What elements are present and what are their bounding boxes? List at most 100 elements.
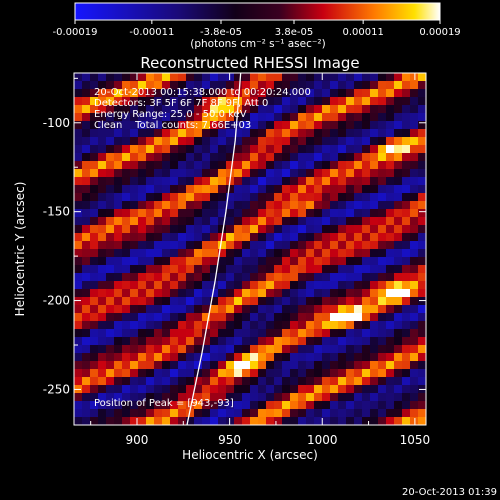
heatmap-cell xyxy=(362,305,371,314)
heatmap-cell xyxy=(210,313,219,322)
heatmap-cell xyxy=(418,345,426,354)
heatmap-cell xyxy=(170,337,179,346)
heatmap-cell xyxy=(138,89,147,98)
heatmap-cell xyxy=(210,289,219,298)
heatmap-cell xyxy=(82,185,91,194)
heatmap-cell xyxy=(186,145,195,154)
heatmap-cell xyxy=(282,273,291,282)
heatmap-cell xyxy=(154,353,163,362)
heatmap-cell xyxy=(338,249,347,258)
heatmap-cell xyxy=(282,233,291,242)
heatmap-cell xyxy=(138,385,147,394)
heatmap-cell xyxy=(378,169,387,178)
heatmap-cell xyxy=(114,417,123,425)
heatmap-cell xyxy=(338,73,347,82)
heatmap-cell xyxy=(218,329,227,338)
heatmap-cell xyxy=(298,201,307,210)
heatmap-cell xyxy=(402,353,411,362)
heatmap-cell xyxy=(338,289,347,298)
heatmap-cell xyxy=(130,417,139,425)
heatmap-cell xyxy=(210,193,219,202)
heatmap-cell xyxy=(298,337,307,346)
heatmap-cell xyxy=(322,233,331,242)
heatmap-cell xyxy=(186,385,195,394)
heatmap-cell xyxy=(314,305,323,314)
heatmap-cell xyxy=(122,241,131,250)
heatmap-cell xyxy=(330,249,339,258)
heatmap-cell xyxy=(258,233,267,242)
heatmap-cell xyxy=(362,89,371,98)
heatmap-cell xyxy=(218,265,227,274)
heatmap-cell xyxy=(362,409,371,418)
heatmap-cell xyxy=(418,417,426,425)
heatmap-cell xyxy=(130,129,139,138)
heatmap-cell xyxy=(362,201,371,210)
heatmap-cell xyxy=(90,377,99,386)
heatmap-cell xyxy=(106,97,115,106)
heatmap-cell xyxy=(170,385,179,394)
heatmap-cell xyxy=(98,137,107,146)
heatmap-cell xyxy=(314,217,323,226)
heatmap-cell xyxy=(354,81,363,90)
heatmap-cell xyxy=(258,161,267,170)
heatmap-cell xyxy=(146,313,155,322)
heatmap-cell xyxy=(314,209,323,218)
heatmap-cell xyxy=(346,97,355,106)
heatmap-cell xyxy=(330,225,339,234)
heatmap-cell xyxy=(306,265,315,274)
heatmap-cell xyxy=(354,345,363,354)
heatmap-cell xyxy=(378,273,387,282)
heatmap-cell xyxy=(282,185,291,194)
heatmap-cell xyxy=(394,137,403,146)
heatmap-cell xyxy=(106,305,115,314)
heatmap-cell xyxy=(194,161,203,170)
heatmap-cell xyxy=(274,153,283,162)
heatmap-cell xyxy=(330,281,339,290)
heatmap-cell xyxy=(186,265,195,274)
heatmap-cell xyxy=(74,321,83,330)
heatmap-cell xyxy=(338,337,347,346)
heatmap-cell xyxy=(90,137,99,146)
heatmap-cell xyxy=(242,233,251,242)
heatmap-cell xyxy=(234,265,243,274)
heatmap-cell xyxy=(346,161,355,170)
heatmap-cell xyxy=(322,337,331,346)
colorbar-unit-label: (photons cm⁻² s⁻¹ asec⁻²) xyxy=(190,38,325,50)
heatmap-cell xyxy=(330,393,339,402)
heatmap-cell xyxy=(378,81,387,90)
heatmap-cell xyxy=(234,121,243,130)
heatmap-cell xyxy=(90,201,99,210)
heatmap-cell xyxy=(114,121,123,130)
heatmap-cell xyxy=(306,249,315,258)
heatmap-cell xyxy=(98,105,107,114)
heatmap-cell xyxy=(146,225,155,234)
heatmap-cell xyxy=(138,209,147,218)
heatmap-cell xyxy=(138,121,147,130)
heatmap-cell xyxy=(410,401,419,410)
heatmap-cell xyxy=(130,145,139,154)
heatmap-cell xyxy=(114,297,123,306)
heatmap-cell xyxy=(154,329,163,338)
heatmap-cell xyxy=(74,121,83,130)
heatmap-cell xyxy=(338,401,347,410)
heatmap-cell xyxy=(378,321,387,330)
heatmap-cell xyxy=(186,217,195,226)
heatmap-cell xyxy=(98,121,107,130)
heatmap-cell xyxy=(274,161,283,170)
heatmap-cell xyxy=(354,369,363,378)
heatmap-cell xyxy=(82,369,91,378)
heatmap-cell xyxy=(394,313,403,322)
heatmap-cell xyxy=(74,393,83,402)
heatmap-cell xyxy=(386,113,395,122)
heatmap-cell xyxy=(370,81,379,90)
heatmap-cell xyxy=(274,401,283,410)
heatmap-cell xyxy=(90,345,99,354)
plot-frame xyxy=(73,72,427,426)
heatmap-cell xyxy=(354,105,363,114)
heatmap-cell xyxy=(354,337,363,346)
heatmap-cell xyxy=(122,169,131,178)
heatmap-cell xyxy=(338,105,347,114)
heatmap-cell xyxy=(378,281,387,290)
heatmap-cell xyxy=(250,401,259,410)
heatmap-cell xyxy=(210,161,219,170)
